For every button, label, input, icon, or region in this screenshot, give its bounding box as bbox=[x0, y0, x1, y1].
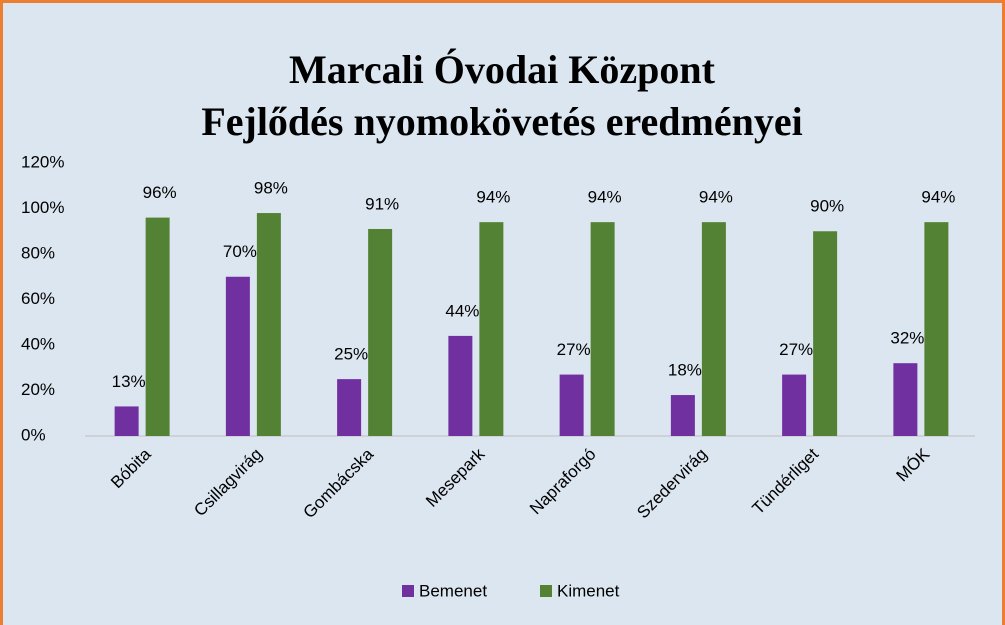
data-label: 94% bbox=[588, 188, 622, 207]
bar bbox=[368, 228, 393, 436]
bar bbox=[479, 222, 504, 436]
data-label: 27% bbox=[557, 340, 591, 359]
y-tick-label: 120% bbox=[21, 152, 64, 171]
y-tick-label: 60% bbox=[21, 289, 55, 308]
bar bbox=[670, 395, 695, 436]
y-tick-label: 80% bbox=[21, 243, 55, 262]
data-label: 90% bbox=[810, 197, 844, 216]
y-tick-label: 100% bbox=[21, 198, 64, 217]
data-label: 32% bbox=[890, 329, 924, 348]
data-label: 98% bbox=[254, 179, 288, 198]
data-label: 94% bbox=[476, 188, 510, 207]
bar bbox=[145, 217, 170, 436]
chart-title: Marcali Óvodai Központ bbox=[289, 47, 716, 92]
bar bbox=[893, 363, 918, 436]
legend-label: Kimenet bbox=[557, 581, 620, 600]
bar bbox=[114, 406, 139, 436]
bar bbox=[782, 374, 807, 436]
data-label: 91% bbox=[365, 194, 399, 213]
data-label: 96% bbox=[143, 183, 177, 202]
data-label: 18% bbox=[668, 361, 702, 380]
bar bbox=[337, 379, 362, 436]
data-label: 94% bbox=[921, 188, 955, 207]
bar bbox=[225, 276, 250, 436]
data-label: 13% bbox=[112, 372, 146, 391]
bar bbox=[924, 222, 949, 436]
data-label: 94% bbox=[699, 188, 733, 207]
legend-label: Bemenet bbox=[419, 581, 487, 600]
legend-swatch bbox=[402, 585, 414, 597]
bar bbox=[701, 222, 726, 436]
bar bbox=[448, 335, 473, 436]
bar bbox=[813, 231, 838, 436]
legend-swatch bbox=[540, 585, 552, 597]
y-tick-label: 40% bbox=[21, 334, 55, 353]
bar bbox=[256, 213, 281, 436]
y-tick-label: 0% bbox=[21, 425, 46, 444]
data-label: 70% bbox=[223, 242, 257, 261]
data-label: 27% bbox=[779, 340, 813, 359]
chart-title: Fejlődés nyomokövetés eredményei bbox=[201, 99, 802, 144]
y-tick-label: 20% bbox=[21, 380, 55, 399]
bar bbox=[590, 222, 615, 436]
bar bbox=[559, 374, 584, 436]
data-label: 44% bbox=[445, 301, 479, 320]
data-label: 25% bbox=[334, 345, 368, 364]
